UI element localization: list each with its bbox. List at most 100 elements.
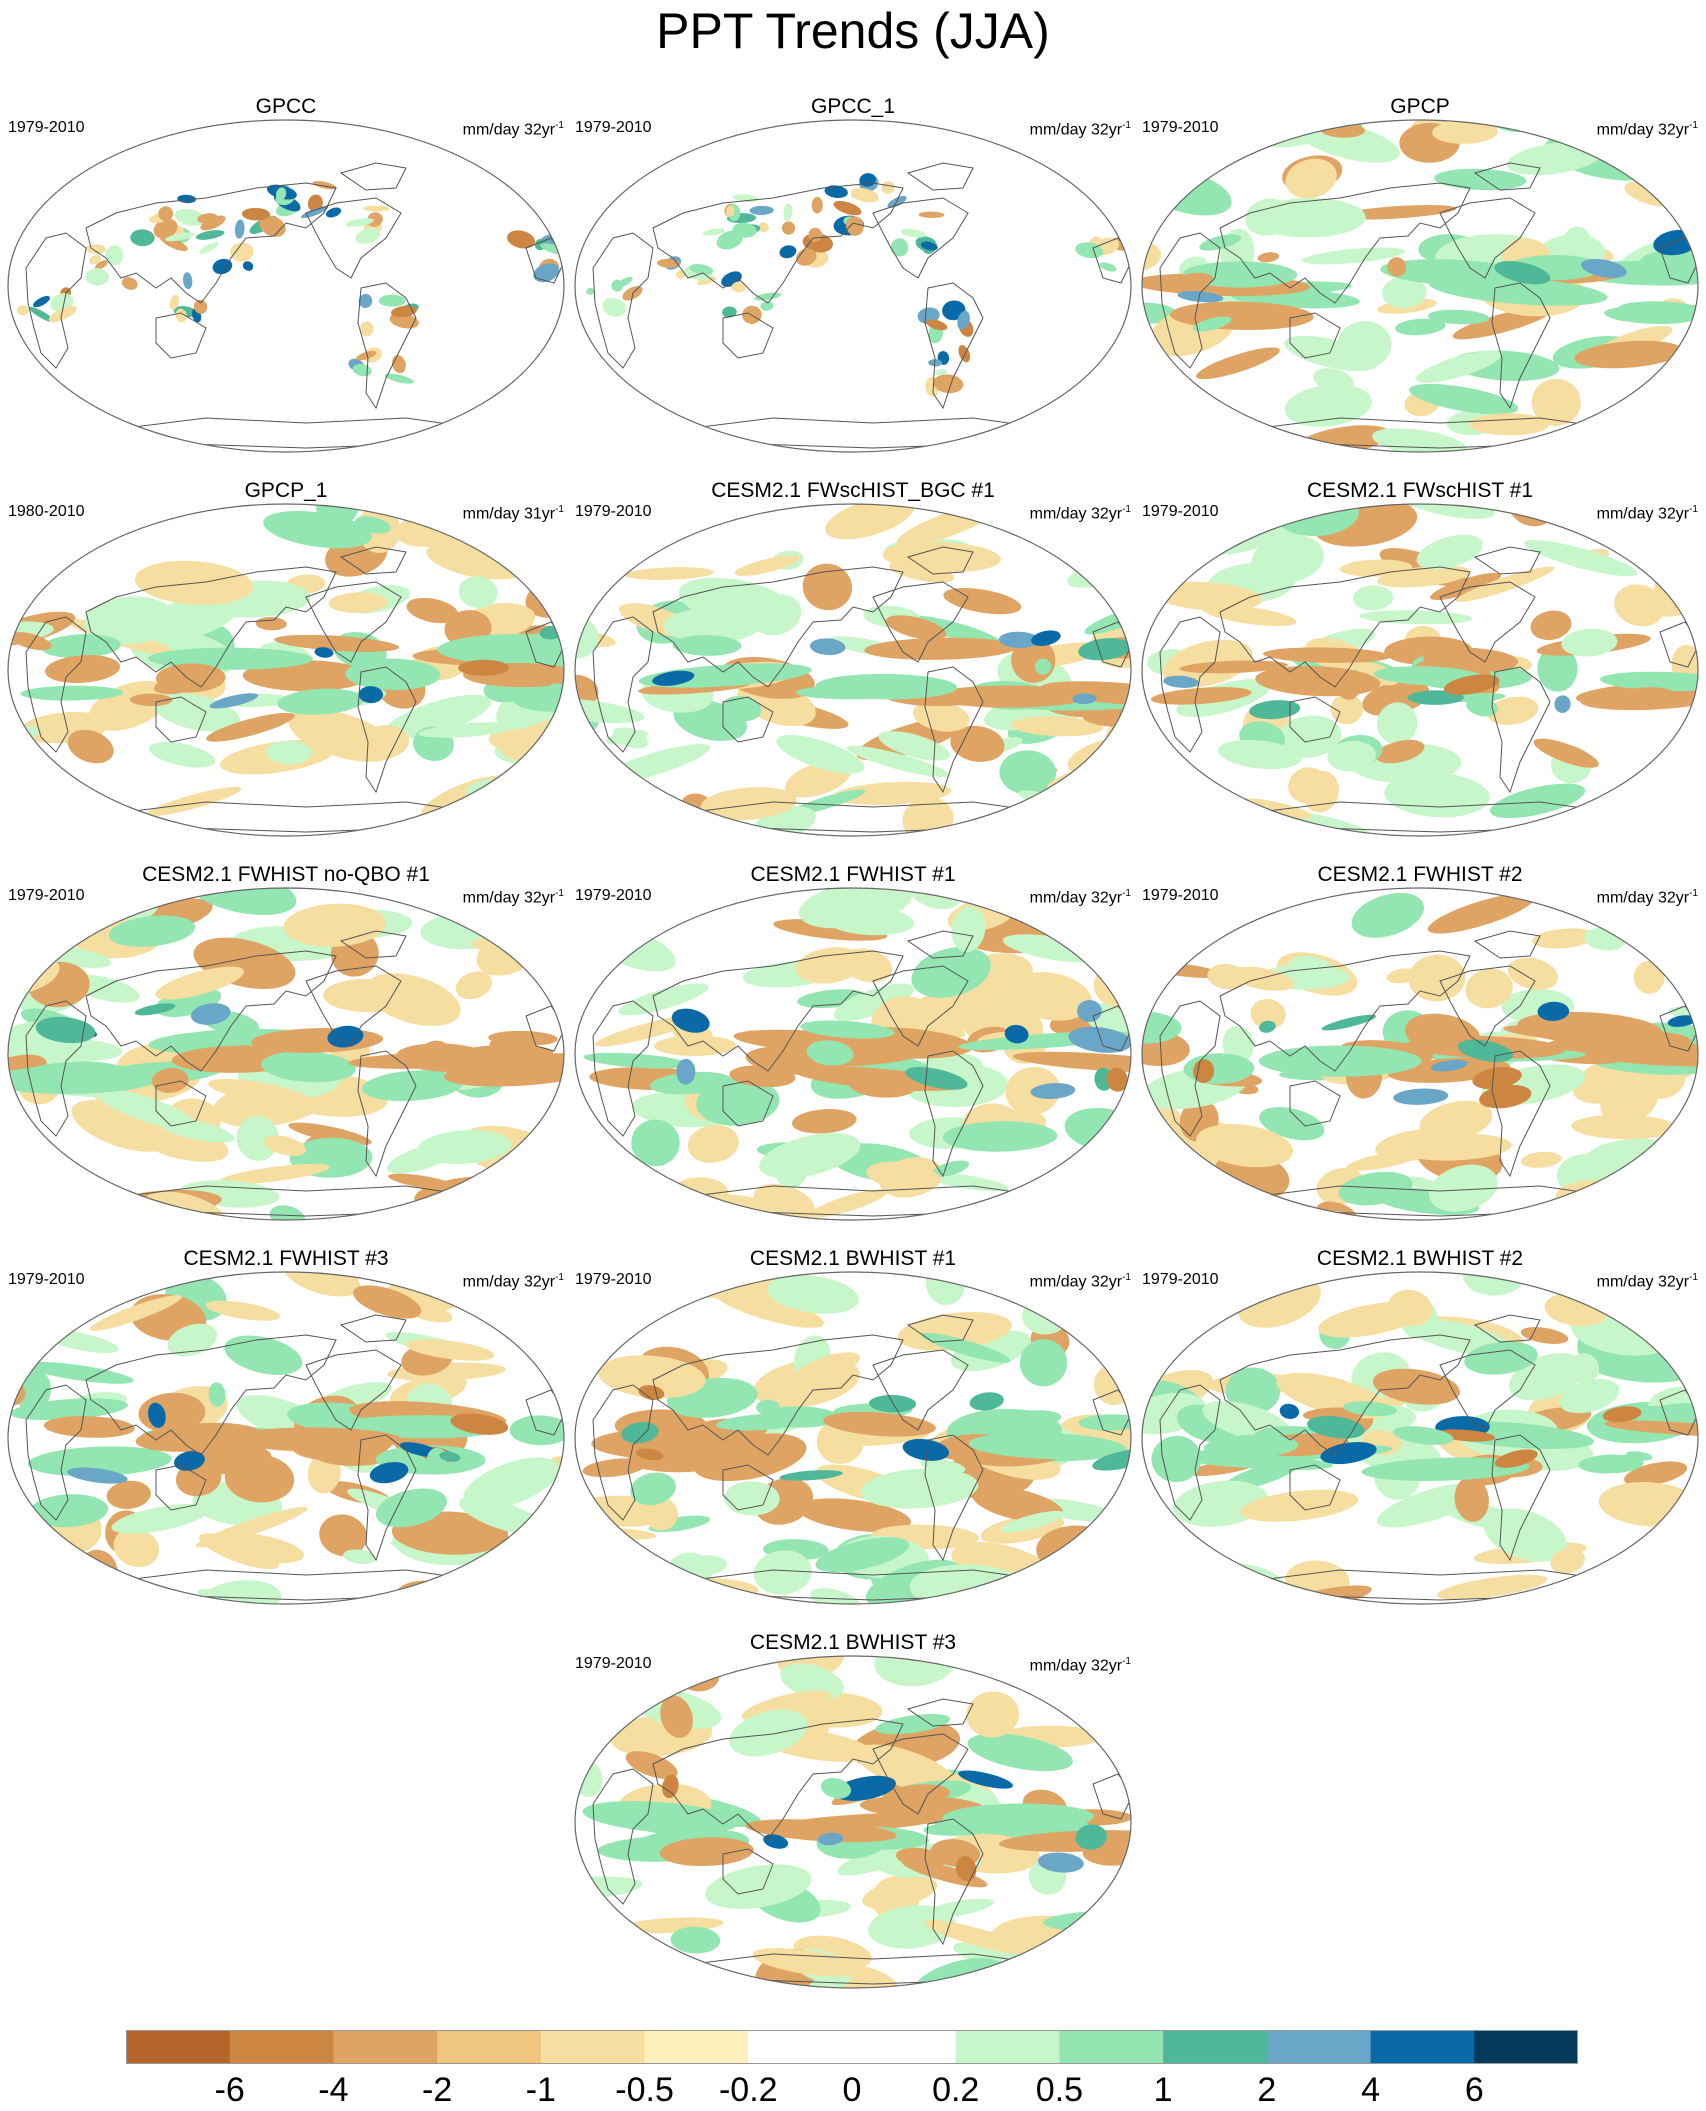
trend-contour [360,321,374,337]
trend-contour [1554,695,1571,713]
trend-contour [957,310,970,330]
trend-contour [918,211,945,218]
trend-contour [1093,1363,1131,1406]
trend-contour [878,731,951,761]
trend-contour [533,263,560,283]
trend-contour [129,693,173,707]
globe-outline [7,503,565,837]
trend-contour [1150,687,1252,705]
coastline [1159,1384,1221,1521]
trend-contour [1430,572,1502,601]
trend-contour [1483,1508,1567,1562]
trend-contour [328,592,388,613]
trend-contour [1249,700,1301,720]
panel-units-text: mm/day 32yr [1029,889,1123,907]
panel-period: 1979-2010 [575,503,652,520]
coastline [652,566,904,688]
trend-contour [582,1458,647,1478]
panel-units-text: mm/day 32yr [462,1273,556,1291]
trend-contour [1191,813,1276,836]
map-globe [1141,887,1699,1221]
trend-contour [1078,1414,1131,1431]
colorbar-swatch [1059,2030,1164,2064]
panel-units-exponent: -1 [555,120,564,131]
colorbar-swatch [437,2030,542,2064]
trend-contour [1455,566,1555,603]
trend-contour [1007,972,1093,1021]
trend-contour [820,1778,852,1799]
coastline [305,965,402,1047]
colorbar-tick-label: 0 [842,2071,862,2109]
panel-units: mm/day 32yr-1 [1030,1268,1131,1292]
colorbar-tick-label: 1 [1153,2071,1173,2109]
trend-contour [1279,1403,1300,1419]
trend-contour [20,685,124,701]
panel-units: mm/day 32yr-1 [463,884,564,908]
trend-contour [406,597,459,624]
coastline [722,312,774,359]
coastline [1659,237,1698,284]
trend-contour [1173,1574,1219,1603]
colorbar-swatch [644,2030,749,2064]
trend-contour [355,725,410,761]
panel-title: CESM2.1 FWHIST no-QBO #1 [142,863,430,886]
trend-contour [1376,702,1418,745]
panel-units: mm/day 31yr-1 [463,500,564,524]
map-panel: GPCC_1 1979-2010 mm/day 32yr-1 [573,94,1133,454]
trend-contour [958,1770,1013,1789]
globe-outline [1141,119,1699,453]
coastline [1491,1434,1551,1562]
trend-contour [793,1352,860,1384]
coastline [1439,965,1536,1047]
trend-contour [604,1688,657,1705]
trend-contour [1142,1587,1198,1604]
trend-contour [489,1038,512,1051]
coastline [85,566,337,688]
trend-contour [1372,428,1468,452]
trend-contour [1567,1353,1600,1385]
trend-contour [1648,398,1698,449]
trend-contour [630,1472,676,1506]
coastline [525,237,564,284]
colorbar-tick-label: -1 [525,2071,556,2109]
globe-outline [7,887,565,1221]
coastline [1219,566,1471,688]
panel-units: mm/day 32yr-1 [1597,1268,1698,1292]
trend-contour [1199,234,1242,251]
panel-units-text: mm/day 32yr [1596,889,1690,907]
trend-contour [209,693,259,709]
trend-contour [1054,525,1107,548]
trend-contour [912,701,970,732]
trend-contour [37,1328,119,1353]
trend-contour [1428,1164,1498,1212]
trend-contour [582,1801,739,1834]
trend-contour [145,786,242,817]
trend-contour [696,1078,780,1126]
coastline [1289,1464,1341,1511]
trend-contour [1019,1339,1068,1387]
trend-contour [29,1494,109,1528]
trend-contour [323,978,412,1013]
coastline [155,312,207,359]
trend-contour [791,1108,857,1134]
trend-contour [811,196,823,214]
coastline [924,1050,984,1178]
trend-contour [1472,1067,1522,1090]
trend-contour [1285,158,1337,199]
trend-contour [846,216,864,236]
trend-contour [327,1025,364,1048]
trend-contour [802,563,853,611]
map-panel: GPCP 1979-2010 mm/day 32yr-1 [1140,94,1700,454]
trend-contour [575,541,647,562]
trend-contour [1638,1579,1678,1599]
trend-contour [1394,318,1446,336]
trend-contour [1361,1457,1530,1481]
panel-title: CESM2.1 FWscHIST_BGC #1 [711,479,995,502]
trend-contour [1284,384,1372,427]
coastline [872,197,969,279]
trend-contour [575,1201,661,1220]
trend-contour [1240,1489,1359,1522]
panel-period: 1979-2010 [575,1655,652,1672]
trend-contour [776,735,865,774]
colorbar-swatch [1163,2030,1268,2064]
